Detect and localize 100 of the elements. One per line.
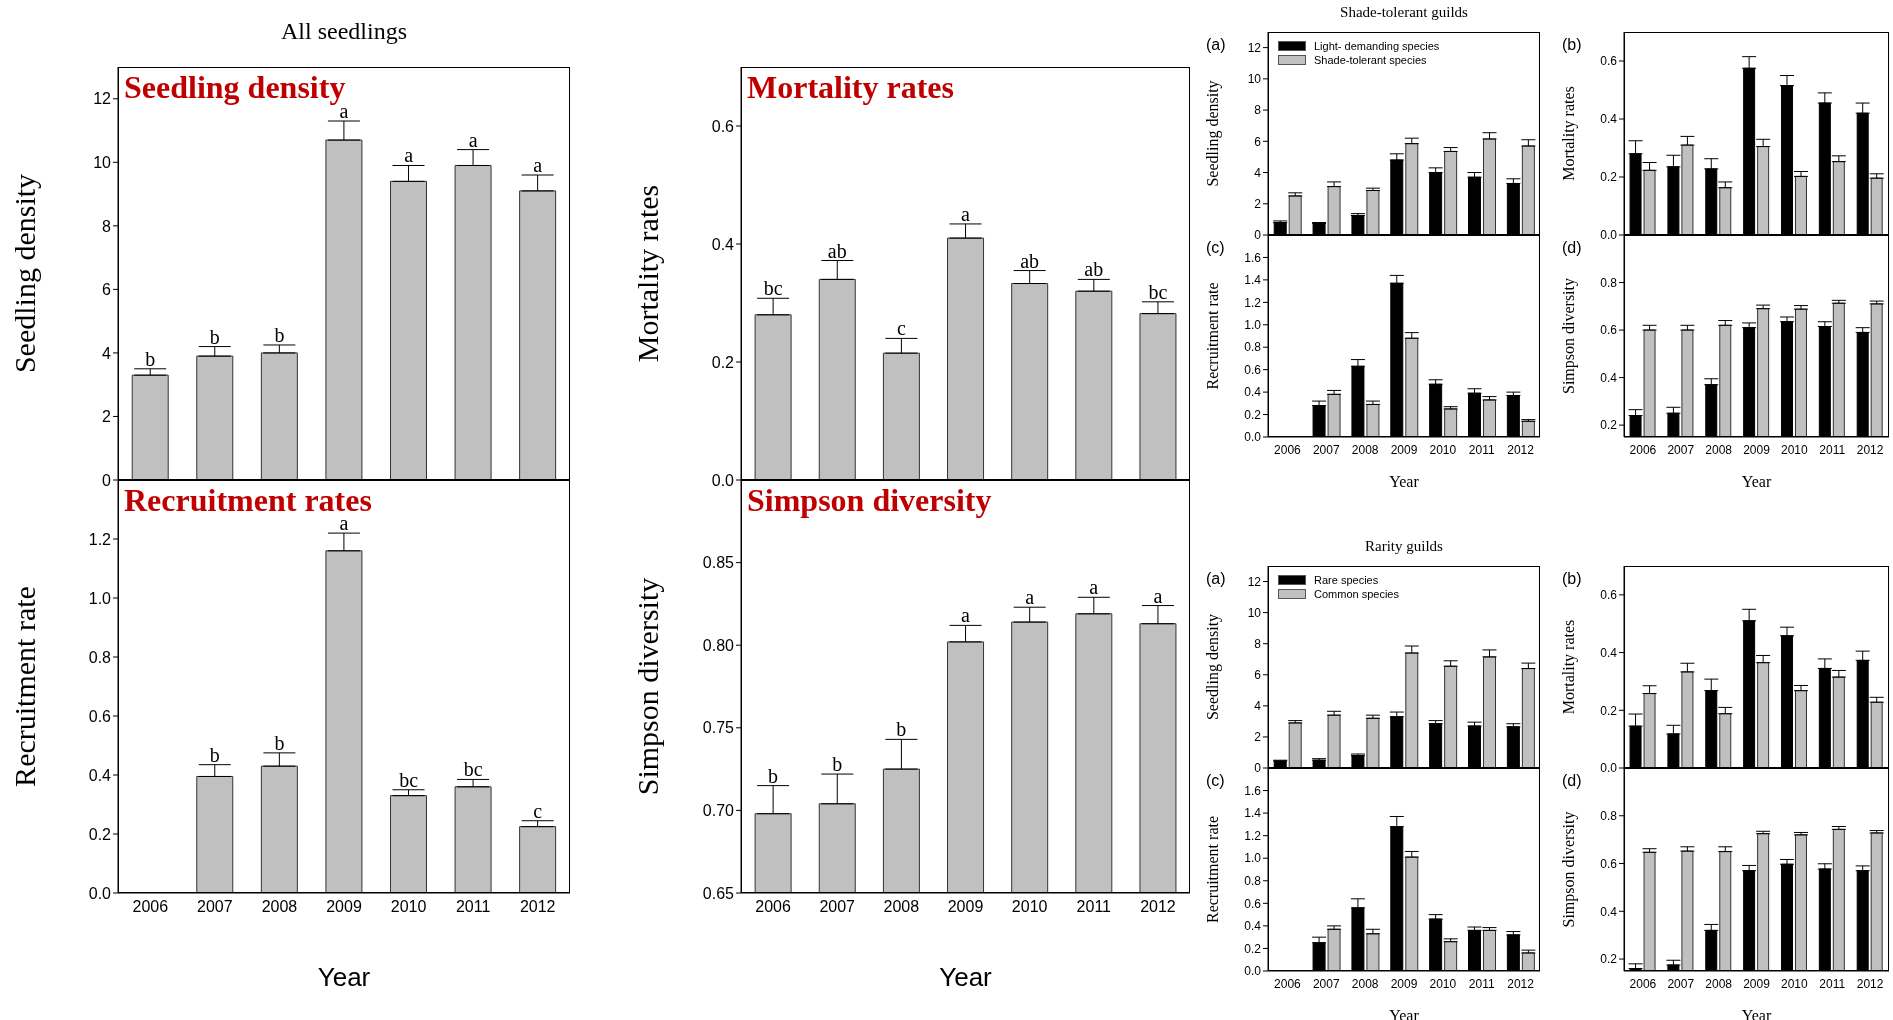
annotation: a: [1089, 576, 1099, 599]
y-tick-label: 8: [1254, 636, 1262, 651]
bar: [1312, 222, 1326, 235]
bar: [1366, 403, 1380, 437]
y-tick-label: 0.70: [702, 802, 735, 820]
y-tick-label: 0.65: [702, 884, 735, 902]
x-tick-label: 2008: [1705, 976, 1733, 991]
annotation: bc: [399, 768, 419, 791]
y-tick-label: 0.4: [1600, 370, 1618, 385]
y-tick-label: 0.8: [1600, 809, 1618, 824]
y-tick-label: 0.6: [711, 117, 735, 135]
y-axis-title: Mortality rates: [1559, 619, 1578, 715]
bar: [754, 314, 792, 480]
annotation: b: [274, 323, 285, 346]
x-tick-label: 2006: [132, 898, 169, 916]
annotation: c: [896, 317, 906, 340]
x-axis-title: Year: [317, 962, 371, 992]
x-tick-label: 2009: [1743, 976, 1771, 991]
bar: [519, 826, 557, 893]
y-tick-label: 1.6: [1244, 783, 1262, 798]
x-tick-label: 2011: [1819, 442, 1846, 457]
bar: [1643, 693, 1656, 768]
y-tick-label: 0.8: [88, 648, 112, 666]
bar: [1405, 143, 1419, 235]
y-tick-label: 0: [1254, 761, 1262, 776]
x-tick-label: 2008: [1351, 442, 1379, 457]
x-tick-label: 2006: [1274, 442, 1302, 457]
x-tick-label: 2006: [1629, 442, 1657, 457]
bar: [1468, 725, 1481, 768]
annotation: b: [274, 731, 285, 754]
x-tick-label: 2007: [1667, 442, 1695, 457]
x-tick-label: 2008: [1351, 976, 1379, 991]
annotation: b: [145, 347, 156, 370]
y-tick-label: 0.2: [1600, 952, 1618, 967]
y-tick-label: 6: [1254, 134, 1262, 149]
bar: [196, 775, 234, 893]
y-tick-label: 0.4: [1600, 904, 1618, 919]
bar: [1288, 722, 1302, 768]
x-tick-label: 2009: [326, 898, 362, 916]
y-tick-label: 1.4: [1244, 273, 1262, 288]
y-tick-label: 0.2: [1600, 170, 1618, 185]
y-tick-label: 0.8: [1244, 340, 1262, 355]
x-tick-label: 2010: [1011, 898, 1048, 916]
annotation: ab: [1084, 258, 1104, 281]
annotation: b: [209, 743, 220, 766]
y-tick-label: 0.6: [88, 707, 112, 725]
y-tick-label: 8: [1254, 103, 1262, 118]
x-tick-label: 2012: [1856, 442, 1884, 457]
x-tick-label: 2009: [1390, 442, 1418, 457]
x-axis-title: Year: [939, 962, 993, 992]
chart-subtitle: Shade-tolerant guilds: [1339, 4, 1469, 21]
bar: [1870, 701, 1883, 768]
bar: [1366, 933, 1380, 971]
bar: [260, 352, 298, 480]
bar: [1521, 668, 1535, 768]
bar: [1327, 186, 1341, 235]
bar: [1506, 726, 1520, 768]
x-tick-label: 2011: [1468, 976, 1495, 991]
bar: [1483, 399, 1496, 437]
y-tick-label: 0.8: [1244, 874, 1262, 889]
bar: [818, 278, 856, 480]
bar: [1366, 717, 1380, 768]
chart-title: Mortality rates: [747, 69, 955, 106]
annotation: a: [404, 144, 414, 167]
chart-title: (b): [1562, 570, 1582, 588]
y-tick-label: 6: [102, 281, 112, 299]
x-tick-label: 2011: [1468, 442, 1495, 457]
x-tick-label: 2011: [1819, 976, 1846, 991]
bar: [1405, 652, 1419, 768]
legend-label: Light- demanding species: [1314, 40, 1440, 52]
x-tick-label: 2012: [1507, 442, 1535, 457]
y-tick-label: 0.85: [702, 554, 735, 572]
y-tick-label: 0.2: [88, 825, 112, 843]
x-tick-label: 2010: [1429, 442, 1457, 457]
x-tick-label: 2009: [1390, 976, 1418, 991]
bar: [1483, 138, 1496, 235]
y-tick-label: 0.0: [1244, 430, 1262, 445]
annotation: a: [1153, 584, 1163, 607]
bar: [1444, 150, 1458, 235]
y-tick-label: 0.2: [1600, 418, 1618, 433]
y-tick-label: 1.2: [1244, 295, 1262, 310]
bar: [882, 352, 920, 480]
bar: [325, 139, 363, 480]
chart-title: (c): [1206, 772, 1225, 790]
legend-label: Rare species: [1314, 574, 1379, 586]
bar: [389, 795, 427, 893]
y-tick-label: 10: [1247, 605, 1262, 620]
bar: [1757, 662, 1770, 768]
x-tick-label: 2010: [390, 898, 427, 916]
y-tick-label: 1.2: [88, 530, 112, 548]
chart-subtitle: All seedlings: [280, 18, 408, 45]
y-tick-label: 0.75: [702, 719, 735, 737]
bar: [1719, 187, 1732, 235]
y-tick-label: 0.4: [711, 235, 735, 253]
legend-label: Shade-tolerant species: [1314, 54, 1427, 66]
bar: [1327, 928, 1341, 971]
y-axis-title: Simpson diversity: [1559, 811, 1578, 928]
bar: [947, 237, 985, 480]
bar: [1351, 755, 1365, 768]
y-tick-label: 0.4: [1600, 112, 1618, 127]
